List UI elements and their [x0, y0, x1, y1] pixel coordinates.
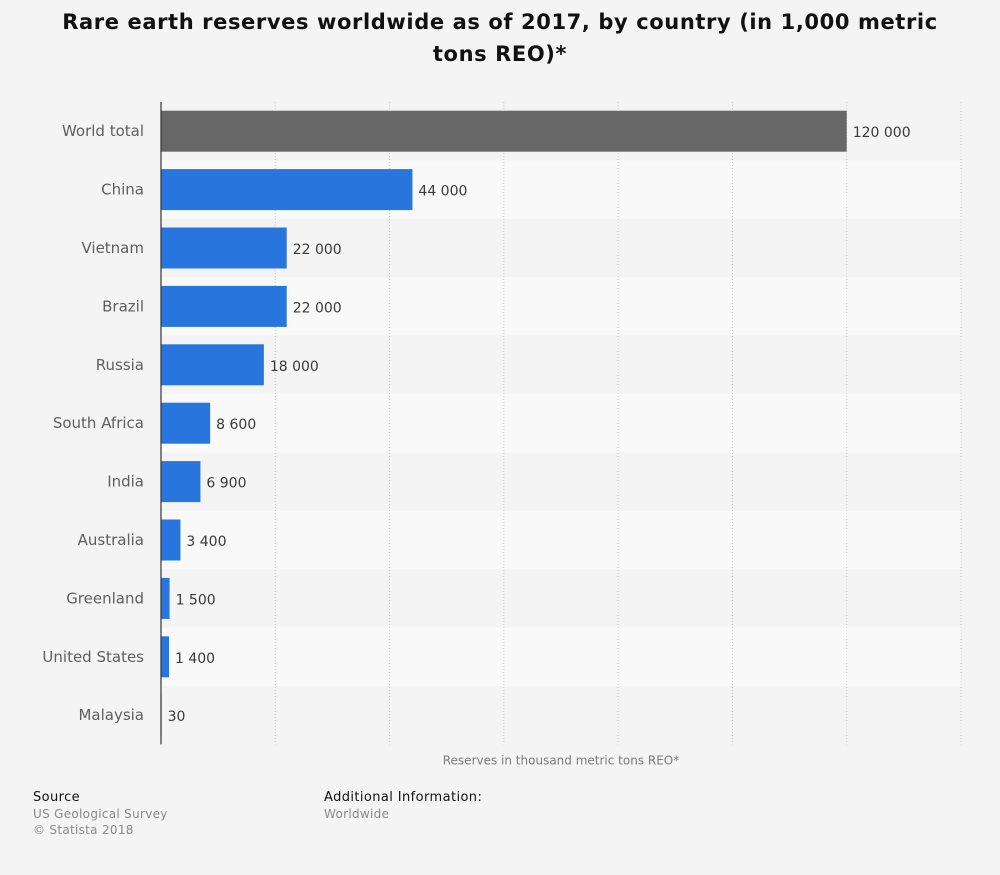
- bar: [161, 577, 170, 619]
- category-label: South Africa: [53, 414, 144, 432]
- bar: [161, 169, 413, 211]
- category-label: Malaysia: [78, 706, 144, 724]
- value-label: 1 400: [175, 651, 215, 667]
- value-label: 30: [168, 709, 186, 725]
- additional-info-heading: Additional Information:: [324, 790, 483, 805]
- value-label: 22 000: [293, 300, 342, 316]
- category-label: World total: [62, 122, 144, 140]
- copyright-line: © Statista 2018: [33, 823, 134, 837]
- value-label: 44 000: [418, 184, 467, 200]
- source-heading: Source: [33, 790, 81, 805]
- additional-info-line: Worldwide: [324, 807, 390, 821]
- source-line: US Geological Survey: [33, 807, 168, 821]
- category-label: Russia: [96, 356, 144, 374]
- chart-title: Rare earth reserves worldwide as of 2017…: [62, 10, 938, 66]
- category-label: Australia: [78, 531, 144, 549]
- bar: [161, 110, 847, 152]
- category-label: India: [107, 473, 144, 491]
- bar: [161, 519, 181, 561]
- row-band: [161, 394, 961, 453]
- row-band: [161, 218, 961, 278]
- value-label: 3 400: [186, 534, 226, 550]
- bar: [161, 461, 201, 503]
- value-label: 120 000: [853, 125, 911, 141]
- value-label: 22 000: [293, 242, 342, 258]
- category-label: United States: [42, 648, 144, 666]
- value-label: 8 600: [216, 417, 256, 433]
- bar-chart: World total 120 000 China 44 000 Vietnam 22 0…: [42, 102, 962, 767]
- row-band: [161, 686, 961, 745]
- row-band: [161, 627, 961, 686]
- value-label: 6 900: [206, 476, 246, 492]
- bar: [161, 636, 169, 678]
- category-label: Brazil: [102, 297, 144, 315]
- bar: [161, 402, 211, 444]
- bar: [161, 227, 287, 269]
- source-block: Source US Geological Survey © Statista 2…: [33, 790, 168, 838]
- value-label: 18 000: [270, 359, 319, 375]
- category-label: Greenland: [66, 589, 144, 607]
- row-band: [161, 510, 961, 570]
- bar: [161, 344, 264, 386]
- value-label: 1 500: [176, 592, 216, 608]
- row-band: [161, 569, 961, 628]
- bar: [161, 285, 287, 327]
- row-band: [161, 452, 961, 511]
- additional-info-block: Additional Information: Worldwide: [324, 790, 482, 822]
- x-axis-title: Reserves in thousand metric tons REO*: [443, 753, 680, 767]
- row-band: [161, 335, 961, 394]
- row-band: [161, 277, 961, 336]
- category-label: Vietnam: [81, 239, 144, 257]
- category-label: China: [101, 181, 144, 199]
